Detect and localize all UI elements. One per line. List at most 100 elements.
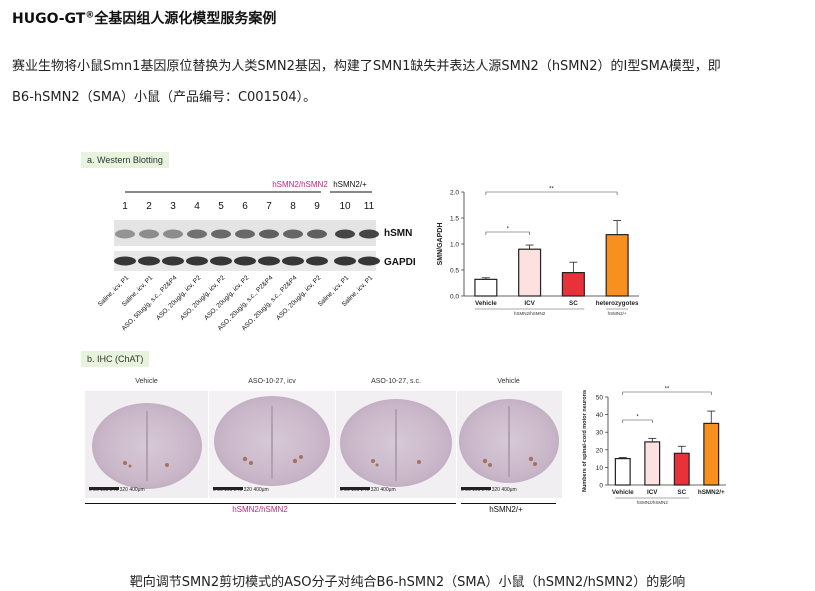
hsmn-band (187, 229, 207, 239)
gapdh-band (186, 256, 208, 266)
hsmn-band (139, 229, 159, 239)
gapdh-band (334, 256, 356, 266)
bar (673, 452, 690, 486)
bar (703, 422, 720, 486)
panel-b-tag: b. IHC (ChAT) (81, 351, 150, 367)
gapdh-band (162, 256, 184, 266)
x-tick-label: Vehicle (612, 489, 634, 496)
title-rest: 全基因组人源化模型服务案例 (94, 11, 277, 27)
bar (614, 457, 631, 486)
bar (518, 248, 542, 297)
ihc-image-strip (85, 391, 562, 498)
hsmn-row-label: hSMN (384, 228, 412, 239)
ihc-scale-bars (89, 487, 491, 490)
gapdh-row-label: GAPDH (384, 257, 415, 268)
wb-lane-number: 2 (146, 201, 152, 212)
y-tick-label: 0 (599, 483, 603, 490)
y-tick-label: 1.0 (450, 242, 459, 249)
y-tick-label: 10 (596, 465, 604, 472)
significance-label: * (636, 415, 639, 421)
gapdh-band (258, 256, 280, 266)
intro-line-2: B6-hSMN2（SMA）小鼠（产品编号：C001504）。 (12, 90, 317, 105)
y-axis-label: SMN/GAPDH (437, 223, 444, 266)
gapdh-band (234, 256, 256, 266)
wb-lane-number: 6 (242, 201, 248, 212)
wb-lane-number: 7 (266, 201, 272, 212)
page-title: HUGO-GT®全基因组人源化模型服务案例 (12, 8, 276, 28)
title-main: HUGO-GT (12, 11, 86, 27)
ihc-scale-text-4: 0 80 160 240 320 400μm (461, 487, 517, 493)
wb-lane-label: ASO, 20ug/g, icv, P2 (179, 274, 227, 322)
x-tick-label: SC (569, 300, 578, 307)
wb-lane-number: 3 (170, 201, 176, 212)
hsmn-band (115, 229, 135, 239)
significance-bracket (485, 191, 618, 195)
x-tick-label: hSMN2/+ (698, 489, 725, 496)
panel-a-tag: a. Western Blotting (81, 152, 169, 168)
intro-paragraph: 赛业生物将小鼠Smn1基因原位替换为人类SMN2基因，构建了SMN1缺失并表达人… (12, 51, 807, 113)
bar (644, 441, 661, 486)
gapdh-bands (114, 256, 380, 266)
wb-group-right-label: hSMN2/+ (333, 180, 367, 189)
hsmn-band (211, 229, 231, 239)
x-tick-label: ICV (647, 489, 658, 496)
wb-lane-number: 8 (290, 201, 296, 212)
gapdh-band (358, 256, 380, 266)
y-axis-label: Numbers of spinal-cord motor neurons (582, 390, 588, 492)
significance-bracket (485, 231, 530, 235)
wb-lane-number: 10 (339, 201, 351, 212)
significance-label: * (507, 227, 510, 233)
wb-lane-number: 4 (194, 201, 200, 212)
gapdh-band (306, 256, 328, 266)
ihc-label-1: Vehicle (135, 378, 158, 385)
ihc-label-4: Vehicle (497, 378, 520, 385)
bar (605, 234, 629, 297)
y-tick-label: 2.0 (450, 190, 459, 197)
hsmn-band (283, 229, 303, 239)
wb-lane-label: ASO, 20ug/g, icv, P2 (155, 274, 203, 322)
ihc-group-right-line (461, 503, 556, 504)
wb-lane-numbers: 1 2 3 4 5 6 7 8 9 10 11 (122, 201, 374, 212)
y-tick-label: 1.5 (450, 216, 459, 223)
western-blot-figure: hSMN2/hSMN2 hSMN2/+ 1 2 3 4 5 6 7 8 9 10 11 hSMN G… (97, 180, 415, 332)
y-tick-label: 20 (596, 447, 604, 454)
hsmn-band (235, 229, 255, 239)
ihc-scale-text-3: 0 80 160 240 320 400μm (340, 487, 396, 493)
y-tick-label: 30 (596, 430, 604, 437)
ihc-group-right-label: hSMN2/+ (489, 505, 523, 514)
hsmn-bands (115, 229, 379, 239)
ihc-scale-text-2: 0 80 160 240 320 400μm (213, 487, 269, 493)
gapdh-band (210, 256, 232, 266)
ihc-label-3: ASO-10-27, s.c. (371, 378, 421, 385)
wb-lane-label: ASO, 20ug/g, icv, P2 (275, 274, 323, 322)
wb-lane-number: 5 (218, 201, 224, 212)
significance-label: ** (549, 187, 554, 193)
wb-lane-number: 11 (364, 201, 375, 212)
y-tick-label: 0.0 (450, 294, 459, 301)
significance-bracket (622, 419, 653, 423)
y-tick-label: 40 (596, 412, 604, 419)
ihc-scale-text-1: 0 80 160 240 320 400μm (89, 487, 145, 493)
y-tick-label: 50 (596, 395, 604, 402)
title-registered-mark: ® (85, 10, 95, 21)
ihc-group-left-line (85, 503, 456, 504)
hsmn-band (307, 229, 327, 239)
x-tick-label: heterozygotes (596, 300, 639, 307)
gapdh-band (114, 256, 136, 266)
y-tick-label: 0.5 (450, 268, 459, 275)
wb-lane-number: 9 (314, 201, 320, 212)
group-label: hSMN2/hSMN2 (514, 311, 546, 316)
x-tick-label: ICV (524, 300, 535, 307)
group-label: hSMN2/+ (608, 311, 627, 316)
hsmn-band (163, 229, 183, 239)
bar (561, 271, 585, 297)
x-tick-label: Vehicle (475, 300, 497, 307)
significance-label: ** (665, 387, 670, 393)
hsmn-band (335, 229, 355, 239)
hsmn-band (259, 229, 279, 239)
hsmn-band (359, 229, 379, 239)
bar (474, 278, 498, 297)
x-tick-label: SC (677, 489, 686, 496)
ihc-label-2: ASO-10-27, icv (248, 378, 296, 385)
ihc-group-left-label: hSMN2/hSMN2 (232, 505, 288, 514)
